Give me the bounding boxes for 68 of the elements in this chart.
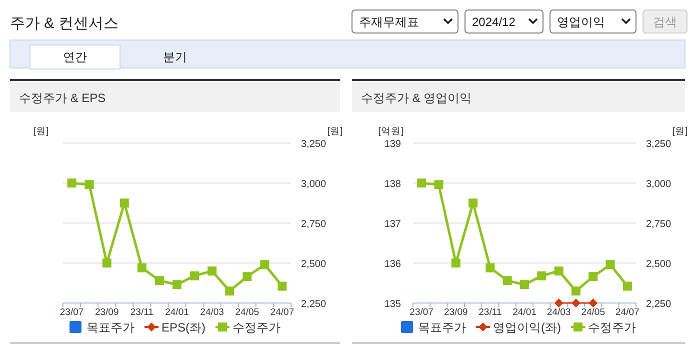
- y2-tick-label: 2,750: [301, 219, 326, 230]
- point: [468, 198, 478, 208]
- x-tick-label: 24/01: [165, 307, 189, 318]
- legend-label: 목표주가: [418, 320, 466, 334]
- point: [190, 271, 200, 280]
- point: [451, 258, 460, 268]
- x-tick-label: 23/11: [130, 307, 154, 318]
- point: [120, 198, 129, 208]
- point: [537, 271, 546, 280]
- y2-axis-title: [원]: [327, 126, 343, 137]
- x-tick-label: 24/05: [581, 307, 606, 318]
- x-tick-label: 23/11: [478, 307, 502, 318]
- y-tick-label: 138: [384, 179, 402, 190]
- y2-axis-title: [원]: [672, 126, 688, 137]
- point: [67, 178, 76, 188]
- y2-tick-label: 3,250: [646, 139, 672, 150]
- x-tick-label: 24/03: [546, 307, 571, 318]
- x-tick-label: 23/09: [444, 307, 468, 318]
- y2-tick-label: 2,750: [646, 219, 672, 230]
- point: [172, 280, 182, 290]
- chart-title: 수정주가 & EPS: [19, 91, 106, 105]
- x-tick-label: 23/07: [410, 307, 434, 318]
- y2-tick-label: 2,500: [301, 259, 326, 270]
- point: [154, 276, 164, 286]
- point: [606, 260, 615, 270]
- point: [84, 180, 94, 190]
- x-tick-label: 24/07: [270, 307, 294, 318]
- point: [242, 272, 252, 282]
- y2-tick-label: 2,500: [646, 259, 672, 270]
- point: [208, 266, 217, 276]
- point: [554, 266, 564, 276]
- y-tick-label: 137: [384, 219, 402, 230]
- legend-label: 수정주가: [588, 320, 636, 334]
- point: [622, 282, 632, 291]
- y2-tick-label: 2,250: [301, 299, 326, 310]
- legend-label: EPS(좌): [161, 320, 206, 334]
- point: [260, 260, 270, 270]
- point: [417, 178, 426, 188]
- y2-tick-label: 3,000: [646, 179, 672, 190]
- x-tick-label: 24/07: [616, 307, 640, 318]
- legend-label: 영업이익(좌): [493, 320, 561, 334]
- point: [502, 276, 512, 286]
- point: [137, 263, 146, 272]
- point: [588, 272, 598, 282]
- legend-label: 수정주가: [232, 320, 281, 334]
- point: [486, 263, 495, 272]
- y-tick-label: 139: [384, 139, 402, 150]
- x-tick-label: 24/01: [512, 307, 536, 318]
- legend-label: 목표주가: [86, 320, 134, 334]
- x-tick-label: 24/05: [235, 307, 260, 318]
- y2-tick-label: 3,000: [301, 179, 326, 190]
- point: [102, 258, 112, 268]
- x-tick-label: 23/09: [94, 307, 119, 318]
- y-tick-label: 136: [384, 259, 402, 270]
- y-axis-title: [억원]: [378, 126, 404, 137]
- point: [571, 286, 580, 296]
- x-tick-label: 24/03: [200, 307, 224, 318]
- point: [520, 280, 529, 290]
- y2-tick-label: 3,250: [301, 139, 326, 150]
- chart-title: 수정주가 & 영업이익: [361, 91, 472, 105]
- y-axis-title: [원]: [33, 126, 49, 137]
- y-tick-label: 135: [384, 299, 402, 310]
- point: [278, 282, 287, 291]
- point: [225, 286, 234, 296]
- card: 주가 & 컨센서스 주재무제표 2024/12 영업이익 검색 연간 분기: [10, 10, 688, 70]
- x-tick-label: 23/07: [60, 307, 84, 318]
- y2-tick-label: 2,250: [646, 299, 672, 310]
- point: [434, 180, 444, 190]
